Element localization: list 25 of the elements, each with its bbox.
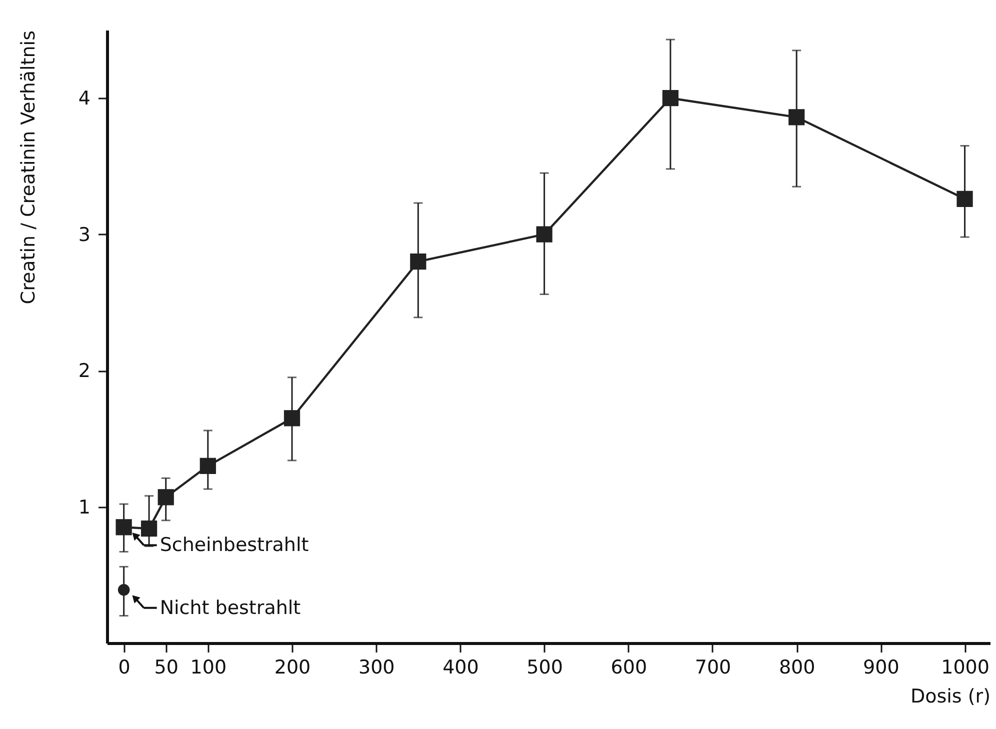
y-tick-label: 1 (78, 496, 90, 518)
annotation: Scheinbestrahlt (160, 534, 309, 556)
x-tick-label: 100 (190, 656, 227, 678)
x-tick-label: 400 (442, 656, 479, 678)
x-tick-label: 600 (610, 656, 648, 678)
x-tick-label: 50 (154, 656, 178, 678)
point (116, 519, 132, 536)
point (536, 226, 552, 242)
y-tick-label: 2 (78, 360, 90, 382)
annotation: Nicht bestrahlt (160, 596, 301, 619)
point (284, 410, 300, 426)
point (158, 489, 174, 506)
x-tick-label: 800 (778, 656, 816, 678)
x-tick-label: 0 (118, 656, 130, 678)
y-axis-title: Creatin / Creatinin Verhältnis (17, 30, 40, 304)
x-axis-title: Dosis (r) (910, 686, 990, 708)
x-tick-label: 900 (863, 656, 900, 678)
x-tick-label: 300 (358, 656, 395, 678)
y-tick-label: 4 (78, 88, 90, 110)
y-tick-label: 3 (78, 224, 90, 246)
x-tick-label: 200 (274, 656, 311, 678)
x-tick-label: 700 (694, 656, 732, 678)
point (956, 190, 973, 207)
x-tick-label: 1000 (941, 656, 990, 678)
x-tick-label: 500 (526, 656, 563, 678)
